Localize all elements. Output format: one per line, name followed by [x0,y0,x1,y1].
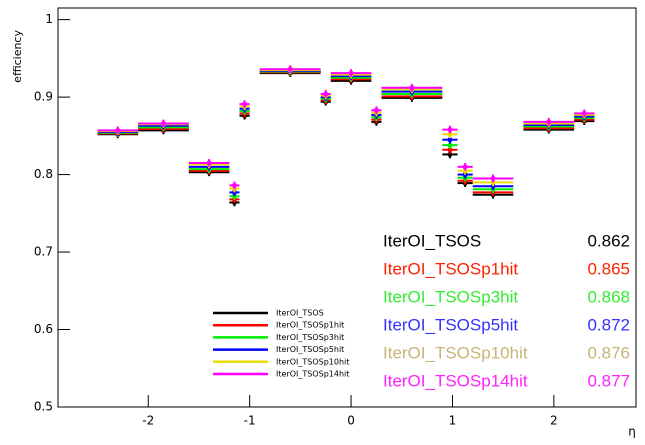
x-axis-label: η [628,425,636,439]
marker [207,160,212,165]
legend-label: IterOI_TSOSp14hit [276,370,349,379]
y-tick-label: 0.7 [34,245,53,259]
annotation-name: IterOI_TSOSp3hit [383,287,518,306]
legend-label: IterOI_TSOSp1hit [276,321,344,330]
annotation-name: IterOI_TSOSp5hit [383,315,518,334]
marker [232,183,237,188]
y-axis-label: efficiency [11,30,24,83]
marker [323,91,328,96]
marker [447,127,452,132]
y-tick-label: 0.8 [34,167,53,181]
legend-label: IterOI_TSOSp5hit [276,345,344,354]
legend-label: IterOI_TSOS [276,309,324,318]
annotation-value: 0.872 [587,315,630,334]
y-tick-label: 0.6 [34,322,53,336]
marker [582,111,587,116]
marker [115,128,120,133]
legend [205,306,363,382]
marker [546,119,551,124]
annotation-value: 0.876 [587,343,630,362]
y-tick-label: 0.5 [34,400,53,414]
legend-label: IterOI_TSOSp3hit [276,333,344,342]
y-tick-label: 0.9 [34,90,53,104]
marker [374,108,379,113]
marker [463,164,468,169]
annotation-name: IterOI_TSOSp14hit [383,371,528,390]
marker [447,147,452,152]
marker [447,152,452,157]
marker [288,67,293,72]
marker [242,102,247,107]
marker [447,143,452,148]
legend-label: IterOI_TSOSp10hit [276,357,349,366]
marker [447,137,452,142]
annotation-value: 0.868 [587,287,630,306]
marker [161,121,166,126]
y-tick-label: 1 [45,12,53,26]
annotation-value: 0.877 [587,371,630,390]
marker [491,176,496,181]
annotation-name: IterOI_TSOS [383,231,481,250]
x-tick-label: 0 [347,414,355,428]
annotation-name: IterOI_TSOSp10hit [383,343,528,362]
marker [447,132,452,137]
x-tick-label: 2 [550,414,558,428]
x-tick-label: 1 [449,414,457,428]
annotation-name: IterOI_TSOSp1hit [383,259,518,278]
x-tick-label: -1 [244,414,256,428]
x-tick-label: -2 [142,414,154,428]
plot-frame [57,7,637,408]
annotation-value: 0.862 [587,231,630,250]
annotation-value: 0.865 [587,259,630,278]
marker [349,71,354,76]
marker [409,85,414,90]
